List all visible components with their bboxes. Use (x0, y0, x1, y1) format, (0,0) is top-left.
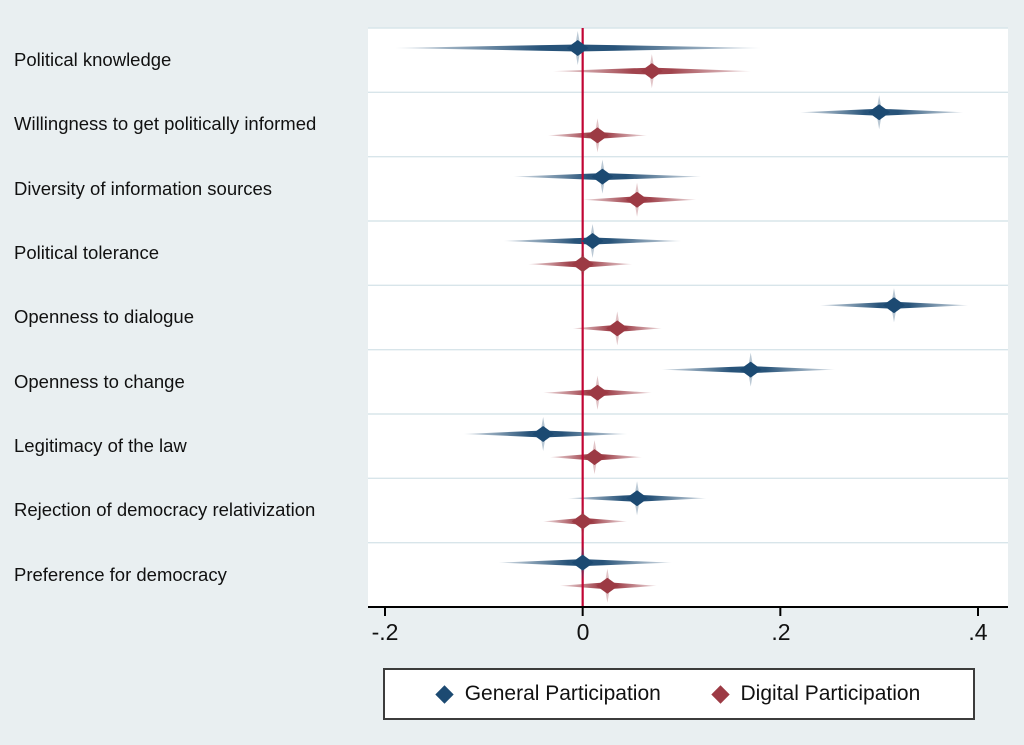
legend-item-digital-participation: Digital Participation (710, 682, 921, 706)
diamond-icon (710, 684, 730, 704)
category-label: Openness to dialogue (14, 306, 194, 327)
category-label: Rejection of democracy relativization (14, 499, 316, 520)
diamond-marker (566, 39, 589, 56)
category-label: Willingness to get politically informed (14, 113, 317, 134)
category-label: Diversity of information sources (14, 178, 273, 199)
diamond-marker (739, 361, 762, 378)
x-tick-label: .4 (968, 619, 988, 645)
diamond-marker (586, 384, 609, 401)
diamond-marker (583, 449, 606, 466)
diamond-icon (435, 684, 454, 704)
diamond-marker (571, 513, 594, 530)
diamond-marker (868, 104, 891, 121)
plot-background (368, 28, 1008, 607)
category-label: Legitimacy of the law (14, 435, 187, 456)
diamond-marker (606, 320, 629, 337)
diamond-marker (640, 63, 663, 80)
x-tick-label: .2 (771, 619, 791, 645)
category-label: Political knowledge (14, 49, 172, 70)
x-tick-label: 0 (576, 619, 590, 645)
category-label: Political tolerance (14, 242, 159, 263)
diamond-marker (581, 232, 604, 249)
category-label: Openness to change (14, 371, 185, 392)
diamond-marker (626, 490, 649, 507)
diamond-marker (626, 191, 649, 208)
x-tick-label: -.2 (371, 619, 399, 645)
diamond-marker (882, 297, 905, 314)
category-label: Preference for democracy (14, 564, 227, 585)
diamond-marker (532, 425, 555, 442)
diamond-marker (591, 168, 614, 185)
diamond-marker (586, 127, 609, 144)
legend: General Participation Digital Participat… (383, 668, 975, 720)
legend-item-general-participation: General Participation (435, 682, 661, 706)
legend-label: General Participation (464, 682, 661, 705)
diamond-marker (571, 256, 594, 273)
diamond-marker (596, 577, 619, 594)
legend-label: Digital Participation (740, 682, 921, 705)
diamond-marker (571, 554, 594, 571)
